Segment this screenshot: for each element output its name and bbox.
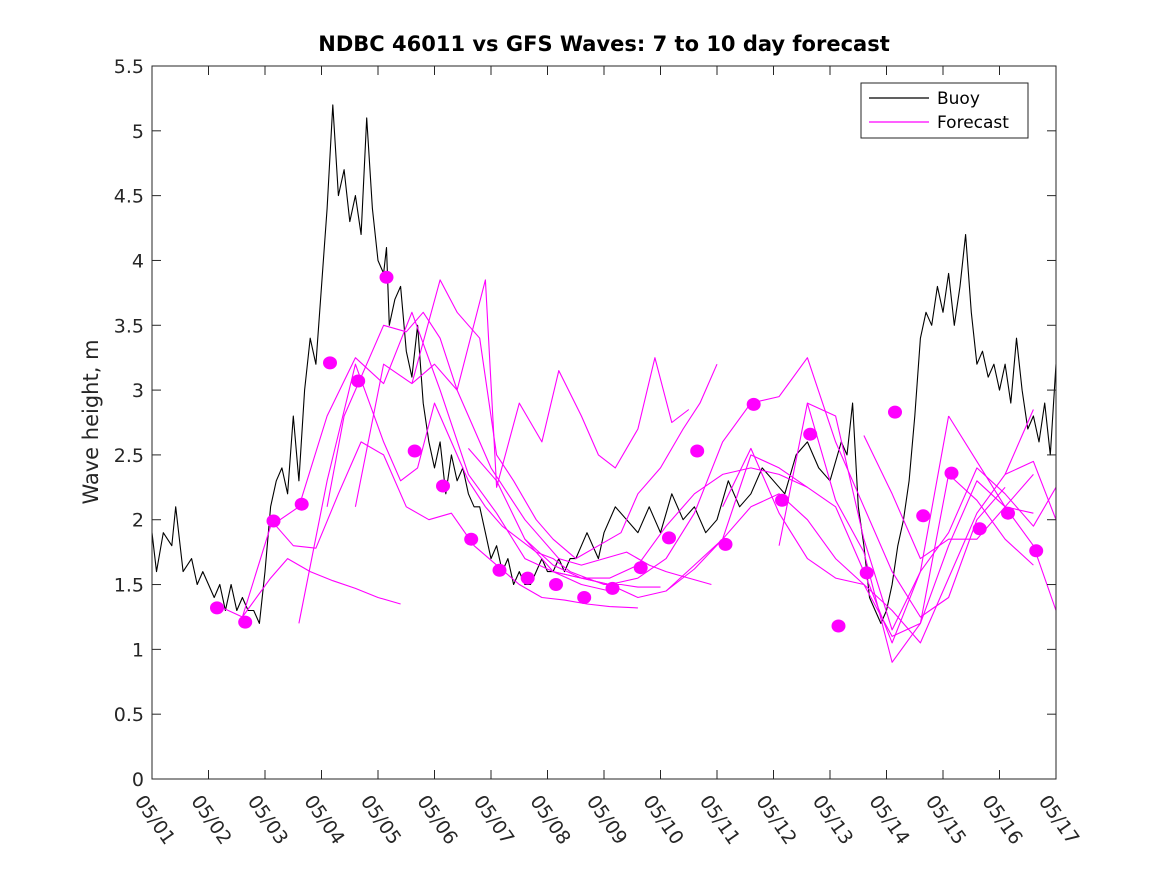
forecast-marker-point	[294, 497, 309, 511]
y-axis-label: Wave height, m	[79, 339, 103, 504]
forecast-marker-point	[916, 509, 931, 523]
forecast-marker-point	[662, 531, 676, 545]
forecast-marker-point	[379, 270, 394, 284]
forecast-marker-point	[775, 493, 789, 507]
forecast-series-line	[270, 441, 638, 609]
forecast-marker-point	[746, 397, 761, 411]
forecast-series-line	[1004, 409, 1034, 475]
y-tick-label: 1.5	[114, 575, 144, 597]
y-tick-label: 3	[132, 380, 144, 402]
forecast-marker-point	[407, 444, 422, 458]
forecast-marker-point	[888, 405, 902, 419]
y-tick-label: 4	[132, 250, 144, 272]
forecast-series-line	[298, 363, 661, 624]
chart-title: NDBC 46011 vs GFS Waves: 7 to 10 day for…	[318, 32, 889, 56]
y-tick-label: 2.5	[114, 445, 144, 467]
forecast-marker-point	[238, 615, 253, 629]
forecast-marker-point	[1029, 544, 1044, 558]
y-tick-label: 0	[132, 769, 144, 791]
y-tick-label: 4.5	[114, 186, 144, 208]
forecast-marker-point	[1001, 506, 1015, 520]
forecast-series-line	[552, 357, 1006, 618]
forecast-marker-point	[323, 356, 337, 370]
legend-forecast-label: Forecast	[937, 113, 1009, 133]
forecast-marker-point	[718, 537, 733, 551]
forecast-marker-point	[859, 566, 874, 580]
buoy-series-line	[152, 104, 1056, 624]
y-tick-label: 2	[132, 510, 144, 532]
forecast-series-line	[213, 558, 401, 618]
forecast-series-line	[411, 279, 690, 488]
y-tick-label: 1	[132, 639, 144, 661]
forecast-marker-point	[492, 563, 507, 577]
forecast-marker-point	[633, 561, 648, 575]
y-tick-label: 5.5	[114, 56, 144, 78]
forecast-marker-point	[605, 581, 620, 595]
forecast-marker-point	[520, 571, 535, 585]
forecast-marker-point	[549, 578, 563, 591]
forecast-series-line	[354, 279, 718, 560]
forecast-marker-point	[210, 601, 224, 615]
forecast-series-line	[806, 402, 1034, 663]
forecast-marker-point	[690, 444, 705, 458]
forecast-marker-point	[972, 522, 987, 536]
legend-buoy-label: Buoy	[937, 89, 980, 109]
forecast-marker-point	[577, 591, 592, 604]
forecast-marker-point	[831, 619, 846, 633]
plot-area	[152, 66, 1056, 779]
forecast-marker-point	[266, 514, 281, 528]
series-layer	[152, 104, 1056, 663]
clipped-series	[152, 104, 1056, 663]
forecast-marker-point	[351, 374, 366, 388]
forecast-marker-point	[436, 479, 450, 493]
legend: Buoy Forecast	[860, 82, 1029, 139]
forecast-series-line	[948, 415, 1034, 508]
forecast-series-line	[778, 402, 1056, 631]
forecast-marker-point	[803, 427, 818, 441]
legend-box	[860, 82, 1029, 139]
y-tick-label: 0.5	[114, 704, 144, 726]
forecast-marker-point	[944, 466, 959, 480]
forecast-marker-point	[464, 532, 479, 546]
y-tick-label: 3.5	[114, 315, 144, 337]
y-tick-label: 5	[132, 121, 144, 143]
forecast-series-line	[241, 311, 610, 618]
